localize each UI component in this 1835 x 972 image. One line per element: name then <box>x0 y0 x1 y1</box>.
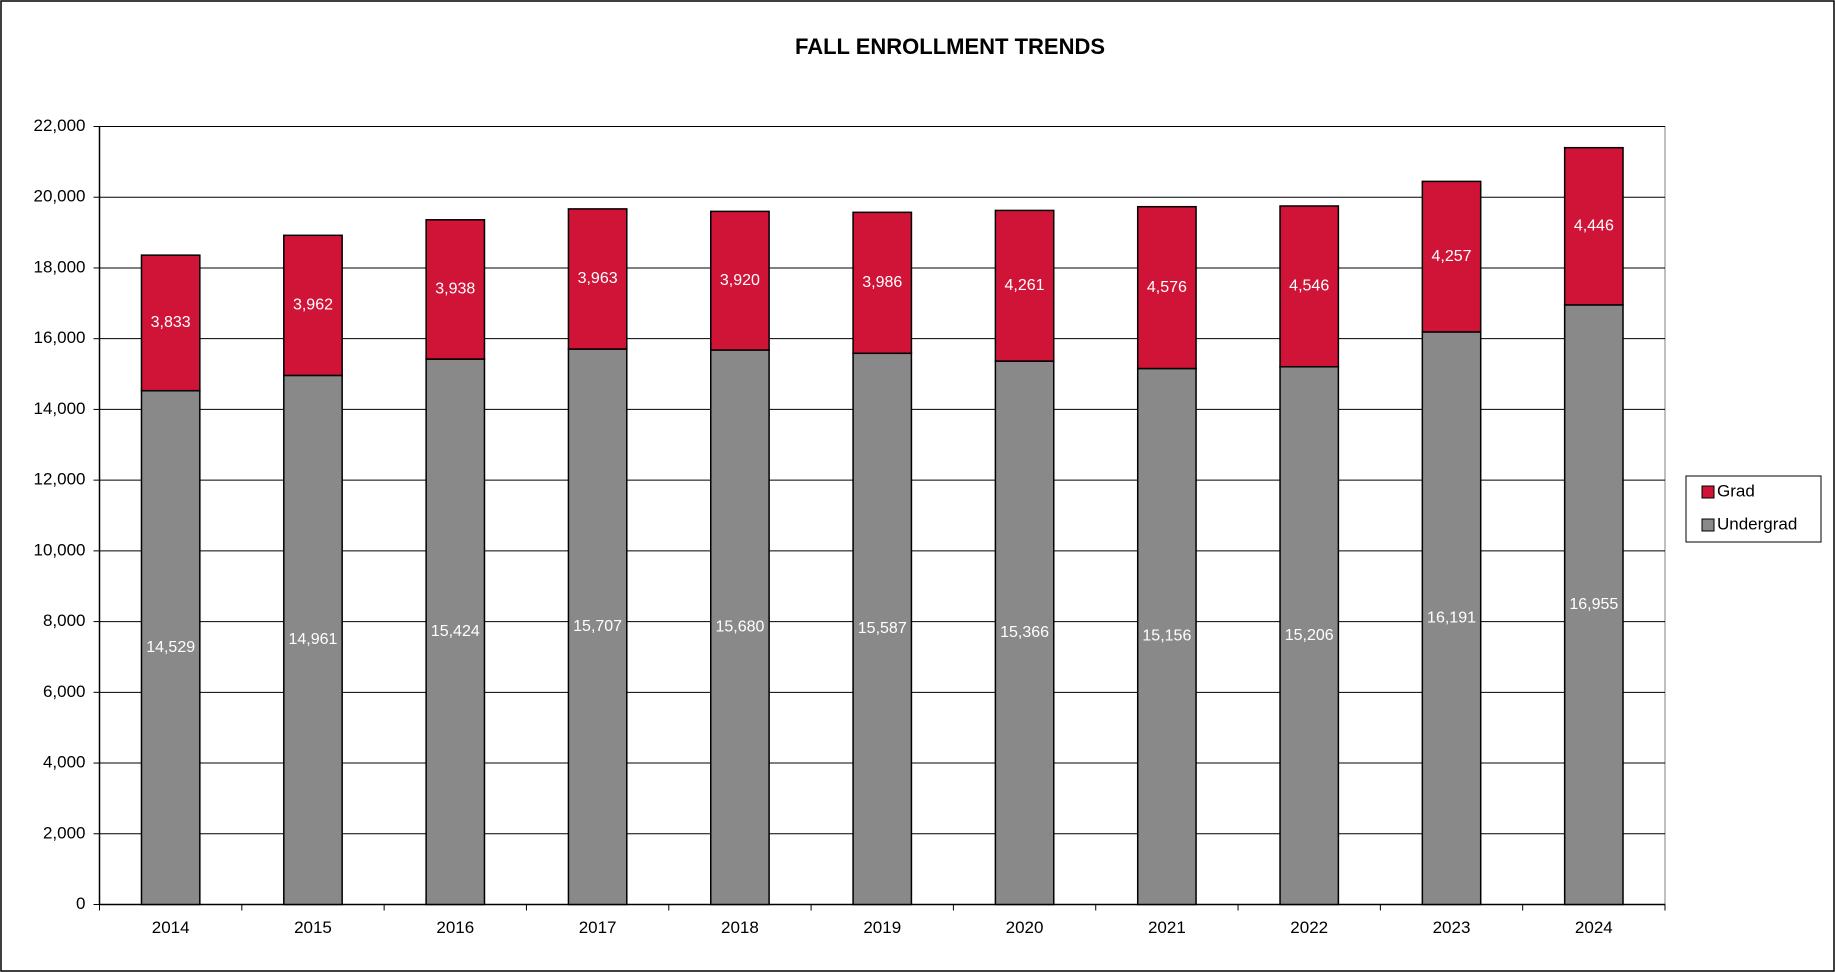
y-tick-label: 18,000 <box>34 257 86 276</box>
bar-segment <box>994 209 1055 362</box>
value-label: 3,963 <box>578 270 618 287</box>
legend-swatch <box>1701 518 1715 532</box>
legend-swatch <box>1701 485 1715 499</box>
value-label: 3,962 <box>293 297 333 314</box>
value-label: 4,546 <box>1289 278 1329 295</box>
value-label: 16,955 <box>1569 596 1618 613</box>
bar-segment <box>852 211 913 355</box>
value-label: 15,680 <box>715 618 764 635</box>
value-label: 4,257 <box>1431 248 1471 265</box>
x-tick-label: 2015 <box>294 918 332 937</box>
x-tick-label: 2018 <box>721 918 759 937</box>
bar-segment <box>1136 205 1197 370</box>
bar-segment <box>283 374 343 906</box>
y-tick-label: 16,000 <box>34 328 86 347</box>
x-tick-label: 2019 <box>863 918 901 937</box>
y-tick-label: 10,000 <box>34 540 86 559</box>
bar-segment <box>425 219 486 360</box>
chart-title: FALL ENROLLMENT TRENDS <box>795 34 1105 59</box>
x-tick-label: 2024 <box>1575 918 1613 937</box>
bar-segment <box>1421 331 1482 906</box>
y-tick-label: 14,000 <box>34 399 86 418</box>
value-label: 4,446 <box>1574 218 1614 235</box>
value-label: 15,206 <box>1285 627 1334 644</box>
value-label: 15,156 <box>1142 628 1191 645</box>
value-label: 14,961 <box>289 631 338 648</box>
value-label: 15,587 <box>858 620 907 637</box>
bar-segment <box>567 348 628 906</box>
bar-segment <box>1279 366 1340 906</box>
y-tick-label: 12,000 <box>34 470 86 489</box>
y-tick-label: 8,000 <box>43 611 86 630</box>
y-tick-label: 4,000 <box>43 753 86 772</box>
value-label: 3,986 <box>862 274 902 291</box>
bar-segment <box>1421 180 1482 333</box>
bar-segment <box>1136 367 1197 906</box>
bar-segment <box>852 352 913 906</box>
y-tick-label: 2,000 <box>43 823 86 842</box>
bar-segment <box>710 349 770 906</box>
bar-segment <box>1563 304 1624 906</box>
x-tick-label: 2021 <box>1148 918 1186 937</box>
bar-segment <box>567 208 628 350</box>
y-tick-label: 20,000 <box>34 187 86 206</box>
value-label: 15,707 <box>573 618 622 635</box>
x-tick-label: 2020 <box>1006 918 1044 937</box>
y-tick-label: 22,000 <box>34 116 86 135</box>
value-label: 16,191 <box>1427 609 1476 626</box>
value-label: 3,833 <box>151 314 191 331</box>
bar-segment <box>1563 146 1624 306</box>
bar-segment <box>710 210 770 351</box>
legend-label: Grad <box>1717 481 1755 500</box>
value-label: 3,920 <box>720 272 760 289</box>
bar-segment <box>994 360 1055 906</box>
x-tick-label: 2022 <box>1290 918 1328 937</box>
bar-segment <box>425 358 486 906</box>
value-label: 15,366 <box>1000 624 1049 641</box>
bar-segment <box>140 254 201 392</box>
y-tick-label: 0 <box>76 894 85 913</box>
value-label: 3,938 <box>435 281 475 298</box>
bar-segment <box>1279 205 1340 368</box>
y-tick-label: 6,000 <box>43 682 86 701</box>
x-tick-label: 2016 <box>436 918 474 937</box>
value-label: 14,529 <box>146 639 195 656</box>
value-label: 4,261 <box>1005 277 1045 294</box>
bar-segment <box>283 234 343 377</box>
x-tick-label: 2023 <box>1433 918 1471 937</box>
legend-label: Undergrad <box>1717 514 1797 533</box>
value-label: 4,576 <box>1147 279 1187 296</box>
x-tick-label: 2017 <box>579 918 617 937</box>
value-label: 15,424 <box>431 623 480 640</box>
x-tick-label: 2014 <box>152 918 190 937</box>
